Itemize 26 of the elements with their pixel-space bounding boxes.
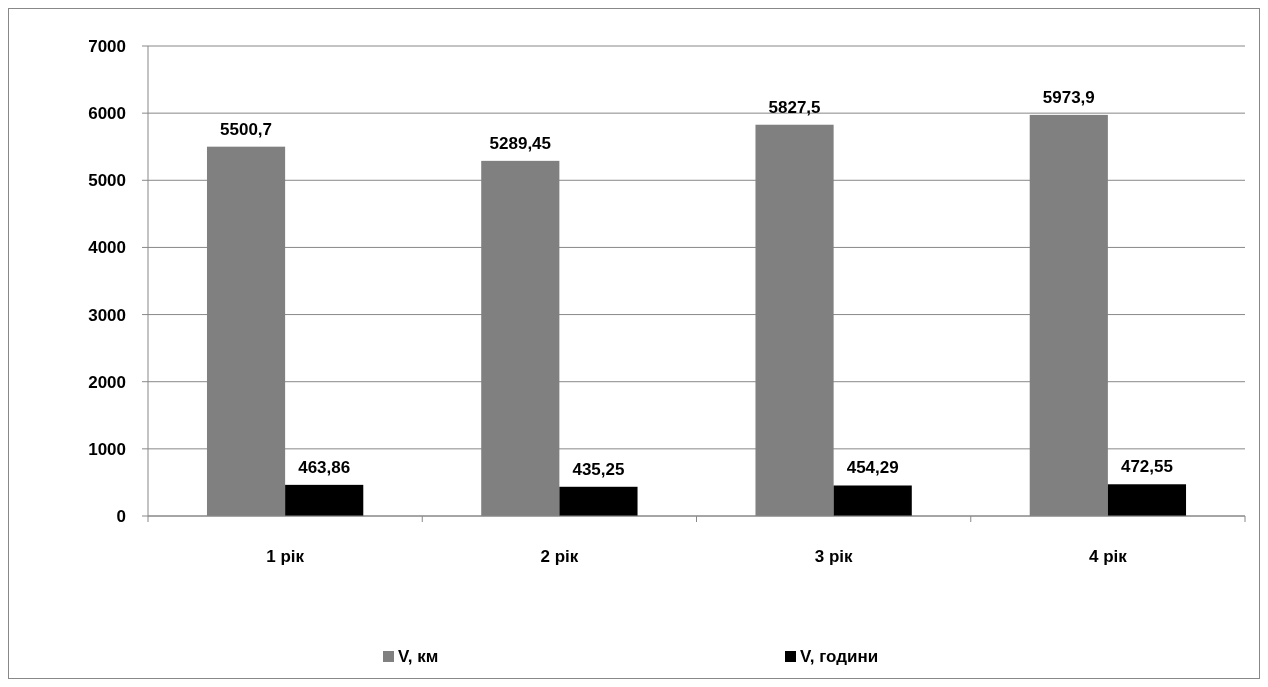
data-label: 454,29 (846, 458, 899, 478)
y-tick-label: 5000 (88, 171, 126, 191)
x-tick-label: 4 рік (1088, 547, 1128, 566)
data-label: 5289,45 (489, 133, 552, 153)
y-tick-label: 4000 (88, 238, 126, 258)
bar (1107, 484, 1187, 516)
x-tick-label: 2 рік (540, 547, 579, 566)
legend-label: V, км (398, 647, 439, 666)
data-label: 5500,7 (220, 119, 273, 139)
y-tick-label: 7000 (88, 36, 126, 56)
data-label: 435,25 (572, 459, 625, 479)
data-label: 5973,9 (1042, 87, 1095, 107)
y-tick-label: 2000 (88, 372, 126, 392)
y-tick-label: 0 (116, 506, 126, 526)
data-label: 463,86 (298, 457, 351, 477)
bar (285, 484, 364, 516)
x-tick-label: 1 рік (266, 547, 305, 566)
y-tick-label: 3000 (88, 305, 126, 325)
x-tick-label: 3 рік (814, 547, 854, 566)
data-label: 5827,5 (768, 97, 821, 117)
data-label: 472,55 (1120, 457, 1173, 477)
bar (833, 485, 912, 516)
bar (559, 486, 638, 516)
legend-label: V, години (800, 647, 879, 666)
y-tick-label: 6000 (88, 104, 126, 124)
y-tick-label: 1000 (88, 439, 126, 459)
